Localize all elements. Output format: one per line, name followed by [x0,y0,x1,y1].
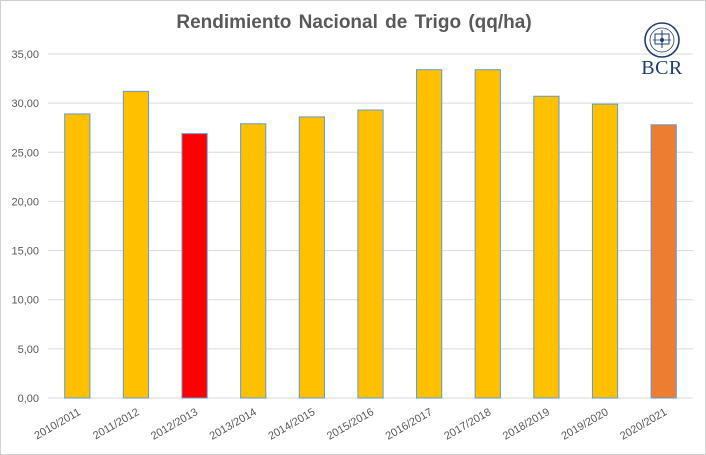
bars [64,69,677,399]
x-tick-label: 2015/2016 [325,406,376,442]
y-axis-tick-labels: 0,00 5,00 10,00 15,00 20,00 25,00 30,00 35,00 [11,49,39,405]
x-tick-label: 2017/2018 [442,406,493,442]
y-tick-label: 35,00 [11,49,39,61]
y-tick-label: 10,00 [11,295,39,307]
x-tick-label: 2018/2019 [501,406,552,442]
x-tick-label: 2011/2012 [91,406,141,442]
bar-2011-2012 [122,90,150,399]
bar-2018-2019 [533,95,560,399]
y-tick-label: 20,00 [11,196,39,208]
bar-2020-2021 [650,124,677,399]
bar-2019-2020 [591,103,619,399]
chart-title: Rendimiento Nacional de Trigo (qq/ha) [176,12,532,33]
y-tick-label: 25,00 [11,147,39,159]
bcr-logo: BCR [633,21,691,83]
x-tick-label: 2020/2021 [618,406,669,442]
bar-2017-2018 [474,69,501,399]
bar-2014-2015 [298,116,325,399]
x-tick-label: 2010/2011 [32,406,82,442]
bar-2015-2016 [357,109,384,399]
bcr-logo-text: BCR [641,57,683,79]
bar-2012-2013 [181,133,208,399]
bar-2013-2014 [240,123,267,399]
y-tick-label: 15,00 [11,246,39,258]
bcr-seal-icon [644,22,680,58]
bar-2010-2011 [64,113,91,399]
bar-2016-2017 [416,69,443,399]
x-tick-label: 2019/2020 [560,406,611,442]
x-tick-label: 2016/2017 [384,406,435,442]
x-tick-label: 2012/2013 [149,406,200,442]
x-tick-label: 2013/2014 [208,406,259,442]
y-tick-label: 0,00 [18,393,39,405]
x-axis-tick-labels: 2010/2011 2011/2012 2012/2013 2013/2014 2014… [32,406,669,442]
x-tick-label: 2014/2015 [266,406,317,442]
y-tick-label: 30,00 [11,98,39,110]
y-tick-label: 5,00 [18,344,39,356]
